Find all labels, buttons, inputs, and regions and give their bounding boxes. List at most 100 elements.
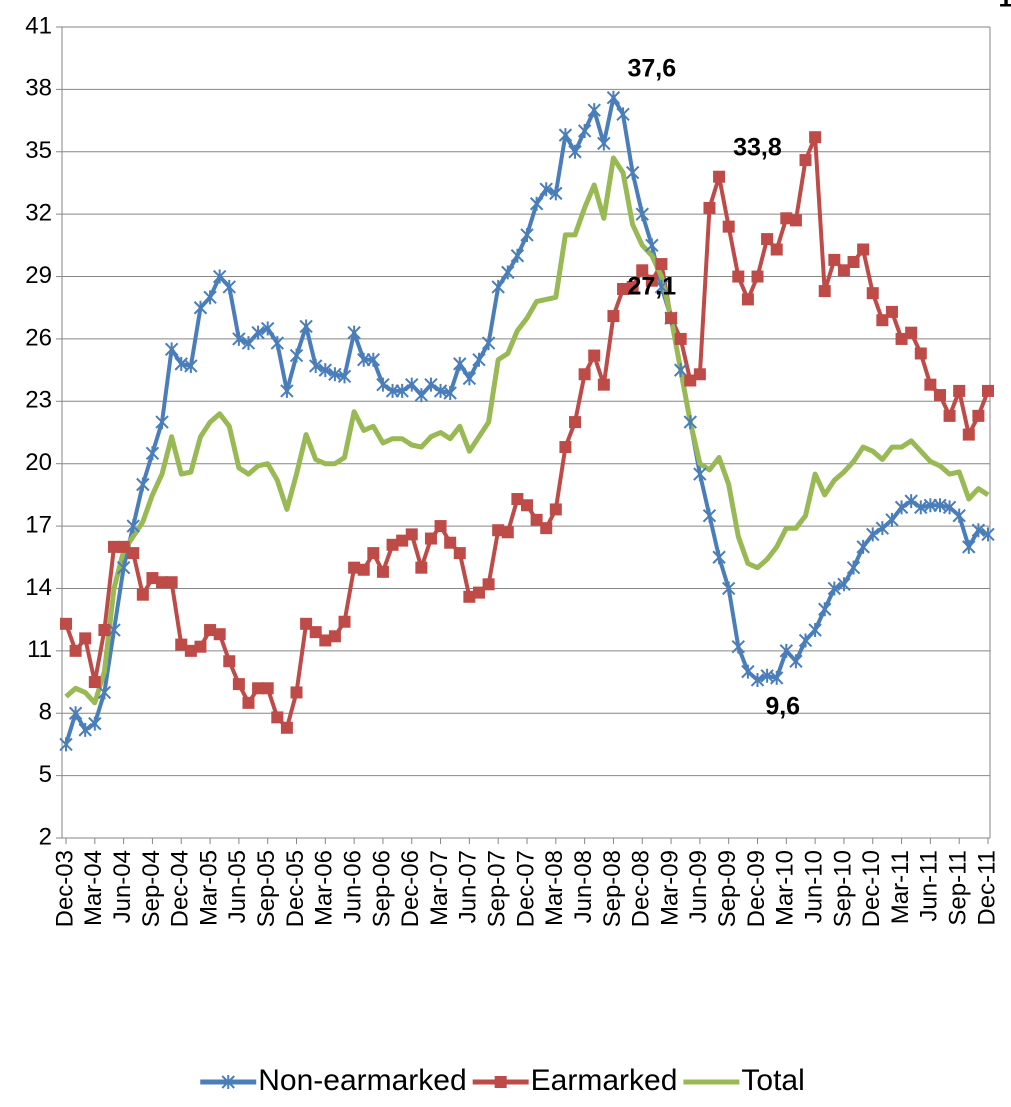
point-marker — [885, 512, 899, 527]
point-marker — [577, 123, 592, 138]
point-marker — [88, 716, 102, 731]
point-marker — [673, 363, 688, 378]
y-tick-label: 11 — [27, 636, 52, 663]
point-marker — [347, 325, 361, 340]
point-marker — [357, 563, 370, 576]
point-marker — [415, 561, 428, 574]
point-marker — [78, 722, 92, 737]
point-marker — [780, 212, 793, 225]
point-marker — [933, 389, 946, 402]
point-marker — [981, 527, 995, 542]
point-marker — [165, 576, 178, 589]
x-tick-label: Mar-07 — [426, 850, 453, 926]
point-marker — [491, 279, 505, 294]
point-marker — [568, 144, 582, 159]
point-marker — [184, 358, 198, 373]
point-marker — [300, 617, 313, 630]
point-marker — [606, 90, 621, 105]
point-marker — [443, 385, 457, 400]
x-tick-label: Mar-06 — [311, 850, 338, 926]
y-tick-label: 2 — [39, 823, 52, 850]
point-marker — [645, 238, 659, 253]
legend: Non-earmarked Earmarked Total — [200, 1064, 805, 1097]
point-marker — [770, 243, 783, 256]
point-marker — [136, 588, 149, 601]
point-marker — [866, 527, 880, 542]
point-marker — [280, 721, 293, 734]
point-marker — [549, 503, 562, 516]
x-tick-label: Mar-11 — [887, 850, 914, 924]
point-marker — [904, 494, 918, 509]
point-marker — [223, 655, 236, 668]
point-marker — [923, 498, 938, 513]
point-marker — [319, 634, 332, 647]
point-marker — [511, 493, 524, 506]
point-marker — [521, 499, 533, 512]
point-marker — [770, 670, 784, 685]
x-tick-label: Dec-06 — [397, 850, 424, 927]
point-marker — [626, 280, 639, 293]
point-marker — [597, 136, 611, 151]
point-marker — [857, 243, 870, 256]
point-marker — [501, 526, 514, 539]
point-marker — [597, 378, 610, 391]
point-marker — [108, 540, 121, 553]
x-tick-label: Dec-08 — [628, 850, 655, 927]
point-marker — [299, 319, 313, 334]
point-marker — [472, 586, 485, 599]
x-tick-label: Sep-06 — [368, 850, 395, 927]
point-marker — [712, 550, 726, 565]
point-marker — [232, 678, 245, 691]
point-marker — [539, 182, 553, 197]
point-marker — [117, 540, 130, 553]
x-tick-label: Sep-10 — [829, 850, 856, 927]
point-marker — [79, 632, 92, 645]
point-marker — [212, 269, 227, 284]
point-marker — [779, 643, 794, 658]
point-marker — [683, 415, 697, 430]
y-tick-label: 38 — [25, 75, 52, 102]
x-tick-label: Mar-10 — [772, 850, 799, 926]
y-tick-label: 14 — [25, 574, 52, 601]
point-marker — [952, 508, 966, 523]
data-label: 27,1 — [627, 273, 676, 301]
y-tick-label: 5 — [39, 761, 52, 788]
point-marker — [837, 264, 850, 277]
point-marker — [741, 664, 755, 679]
point-marker — [789, 214, 802, 227]
point-marker — [184, 644, 197, 657]
point-marker — [405, 528, 418, 541]
point-marker — [213, 628, 226, 641]
point-marker — [914, 347, 927, 360]
legend-item: Earmarked — [472, 1064, 677, 1097]
point-marker — [798, 633, 813, 648]
point-marker — [395, 383, 409, 398]
point-marker — [270, 336, 284, 351]
point-marker — [809, 131, 822, 144]
point-marker — [625, 165, 640, 180]
point-marker — [885, 305, 898, 318]
point-marker — [453, 547, 466, 560]
point-marker — [462, 371, 477, 386]
point-marker — [280, 383, 294, 398]
point-marker — [203, 290, 217, 305]
point-marker — [318, 363, 333, 378]
point-marker — [328, 630, 341, 643]
point-marker — [617, 283, 630, 296]
point-marker — [164, 342, 179, 357]
point-marker — [385, 383, 400, 398]
point-marker — [156, 576, 169, 589]
point-marker — [569, 416, 582, 429]
point-marker — [251, 325, 265, 340]
point-marker — [846, 560, 861, 575]
point-marker — [972, 409, 985, 422]
point-marker — [828, 253, 841, 266]
point-marker — [376, 565, 389, 578]
x-tick-label: Dec-04 — [167, 850, 194, 927]
point-marker — [146, 572, 159, 585]
point-marker — [424, 377, 438, 392]
point-marker — [837, 577, 851, 592]
x-tick-label: Dec-03 — [51, 850, 78, 927]
point-marker — [847, 255, 860, 268]
